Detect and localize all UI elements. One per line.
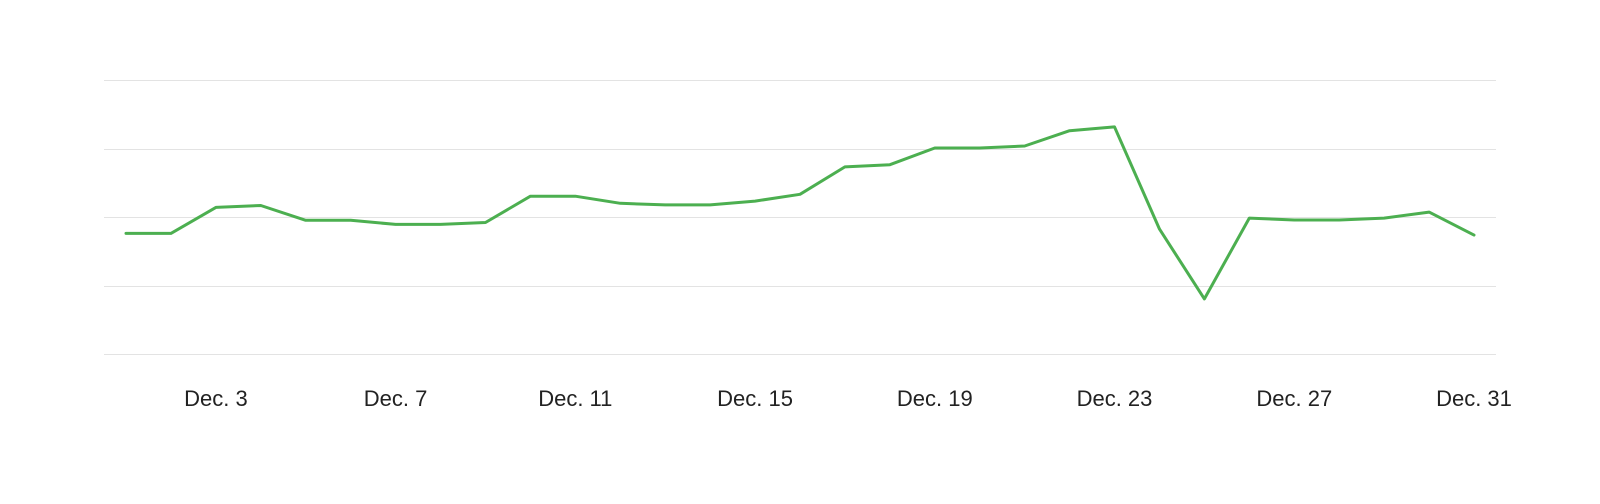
x-tick-label: Dec. 19 [897, 386, 973, 411]
x-tick-label: Dec. 3 [184, 386, 248, 411]
x-tick-label: Dec. 27 [1256, 386, 1332, 411]
x-axis-ticks: Dec. 3 Dec. 7 Dec. 11 Dec. 15 Dec. 19 Dec. 23… [184, 386, 1512, 411]
x-tick-label: Dec. 15 [717, 386, 793, 411]
series-layer [124, 125, 1476, 301]
x-tick-label: Dec. 23 [1077, 386, 1153, 411]
x-tick-label: Dec. 7 [364, 386, 428, 411]
x-tick-label: Dec. 31 [1436, 386, 1512, 411]
x-tick-label: Dec. 11 [538, 386, 612, 411]
series-line-0 [124, 125, 1476, 301]
grid-lines [104, 80, 1496, 355]
